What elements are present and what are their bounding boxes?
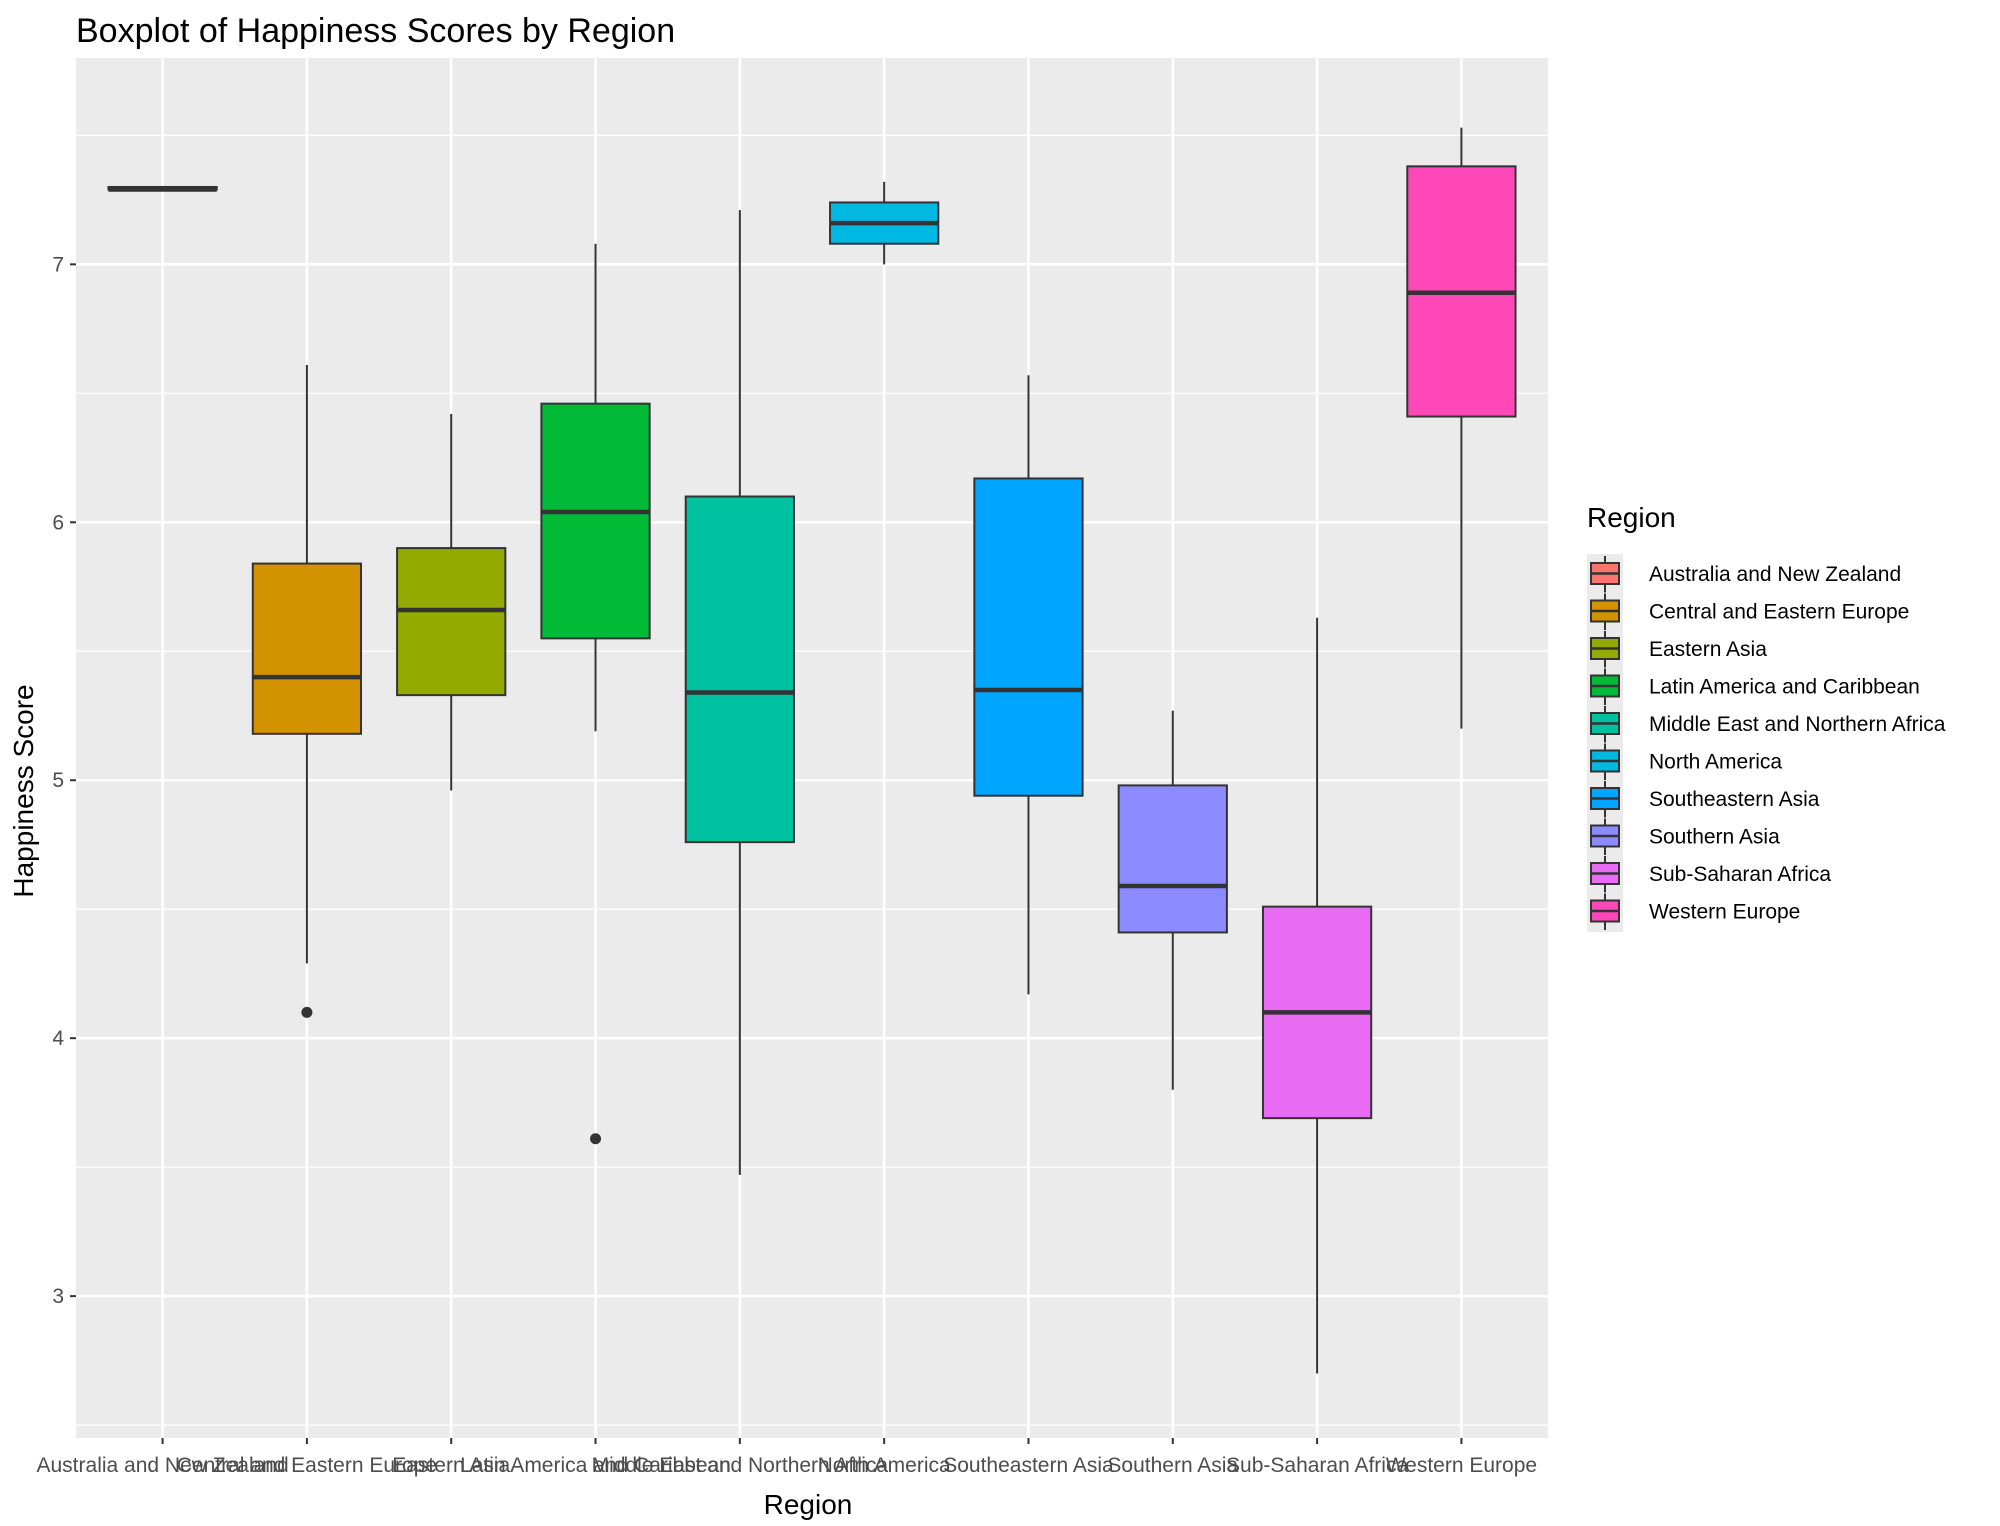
y-tick-label: 7 [52, 253, 64, 276]
x-tick-label: Eastern Asia [392, 1454, 510, 1477]
box-southern-asia [1117, 710, 1228, 1090]
box-iqr [540, 402, 651, 640]
legend-label: Eastern Asia [1649, 638, 1767, 661]
box-latin-america-and-caribbean [540, 243, 651, 1145]
legend-label: Latin America and Caribbean [1649, 676, 1920, 699]
x-tick-label: Southeastern Asia [943, 1454, 1114, 1477]
box-central-and-eastern-europe [251, 364, 363, 1018]
outlier-point [301, 1006, 313, 1018]
legend: Region Australia and New Zealand Central … [1587, 502, 1946, 932]
y-tick-label: 3 [52, 1285, 64, 1308]
box-iqr [973, 477, 1084, 797]
legend-label: Central and Eastern Europe [1649, 601, 1909, 624]
x-tick-label: Central and Eastern Europe [177, 1454, 437, 1477]
legend-label: Southeastern Asia [1649, 788, 1820, 811]
legend-item-southern-asia: Southern Asia [1590, 818, 1780, 855]
box-western-europe [1406, 127, 1517, 729]
box-southeastern-asia [973, 375, 1084, 995]
legend-label: Australia and New Zealand [1649, 563, 1901, 586]
legend-item-latin-america-and-caribbean: Latin America and Caribbean [1590, 668, 1920, 705]
x-axis-title: Region [764, 1489, 853, 1520]
box-middle-east-and-northern-africa [684, 210, 795, 1175]
x-tick-label: North America [818, 1454, 951, 1477]
legend-label: Sub-Saharan Africa [1649, 863, 1831, 886]
legend-item-middle-east-and-northern-africa: Middle East and Northern Africa [1590, 706, 1946, 743]
box-iqr [684, 495, 795, 844]
plot-panel [76, 58, 1548, 1438]
legend-title: Region [1587, 502, 1676, 533]
box-australia-and-new-zealand [107, 185, 218, 192]
legend-item-australia-and-new-zealand: Australia and New Zealand [1590, 556, 1901, 593]
box-iqr [1117, 784, 1228, 934]
box-eastern-asia [396, 413, 507, 791]
x-tick-label: Southern Asia [1107, 1454, 1238, 1477]
x-tick-label: Western Europe [1386, 1454, 1537, 1477]
box-sub-saharan-africa [1261, 617, 1373, 1374]
y-axis: 3 4 5 6 7 [52, 253, 76, 1308]
legend-label: Western Europe [1649, 901, 1800, 924]
x-tick-label: Middle East and Northern Africa [592, 1454, 889, 1477]
y-tick-label: 5 [52, 769, 64, 792]
y-tick-label: 4 [52, 1027, 64, 1050]
x-tick-label: Sub-Saharan Africa [1226, 1454, 1408, 1477]
box-iqr [251, 562, 363, 735]
legend-item-western-europe: Western Europe [1590, 893, 1800, 930]
legend-label: Middle East and Northern Africa [1649, 713, 1946, 736]
legend-item-sub-saharan-africa: Sub-Saharan Africa [1590, 856, 1831, 893]
chart-title: Boxplot of Happiness Scores by Region [76, 12, 675, 50]
legend-item-eastern-asia: Eastern Asia [1590, 631, 1767, 668]
x-tick-label: Australia and New Zealand [37, 1454, 289, 1477]
legend-label: North America [1649, 751, 1782, 774]
legend-item-southeastern-asia: Southeastern Asia [1590, 781, 1820, 818]
box-north-america [829, 181, 940, 265]
y-tick-label: 6 [52, 511, 64, 534]
panel-background [76, 58, 1548, 1438]
legend-label: Southern Asia [1649, 826, 1780, 849]
x-tick-label: Latin America and Caribbean [460, 1454, 731, 1477]
y-axis-title: Happiness Score [8, 684, 39, 897]
legend-item-north-america: North America [1590, 743, 1782, 780]
legend-item-central-and-eastern-europe: Central and Eastern Europe [1590, 593, 1909, 630]
box-iqr [396, 547, 507, 697]
outlier-point [590, 1133, 602, 1145]
